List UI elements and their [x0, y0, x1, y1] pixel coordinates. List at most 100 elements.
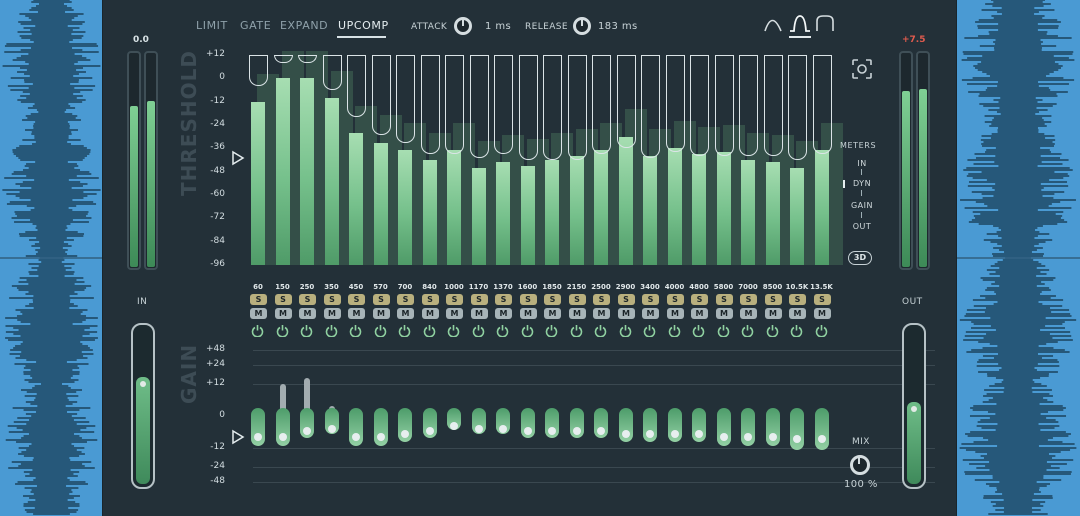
threshold-marker-icon[interactable] — [231, 150, 245, 166]
band-gain-handle[interactable] — [670, 430, 679, 438]
band-gain-handle[interactable] — [352, 432, 360, 441]
band-mute-button[interactable]: M — [372, 308, 390, 319]
band-power-icon[interactable] — [717, 322, 730, 338]
band-threshold-handle[interactable] — [469, 55, 489, 159]
band-mute-button[interactable]: M — [544, 308, 561, 319]
band-threshold-handle[interactable] — [616, 55, 636, 149]
tab-upcomp[interactable]: UPCOMP — [338, 19, 389, 32]
band-solo-button[interactable]: S — [813, 294, 831, 305]
band-threshold-handle[interactable] — [812, 55, 832, 155]
band-threshold-handle[interactable] — [322, 55, 342, 90]
band-solo-button[interactable]: S — [348, 294, 365, 305]
band-power-icon[interactable] — [398, 322, 411, 338]
band-solo-button[interactable]: S — [593, 294, 610, 305]
band-gain-fader[interactable] — [790, 408, 804, 450]
band-gain-handle[interactable] — [572, 427, 581, 436]
band-mute-button[interactable]: M — [274, 308, 292, 319]
band-mute-button[interactable]: M — [495, 308, 512, 319]
band-gain-handle[interactable] — [327, 424, 336, 433]
band-mute-button[interactable]: M — [519, 308, 537, 319]
band-solo-button[interactable]: S — [568, 294, 586, 305]
band-gain-handle[interactable] — [719, 432, 728, 441]
band-threshold-handle[interactable] — [641, 55, 660, 159]
band-threshold-handle[interactable] — [665, 55, 685, 153]
band-solo-button[interactable]: S — [519, 294, 537, 305]
band-threshold-handle[interactable] — [371, 55, 391, 135]
band-power-icon[interactable] — [741, 322, 754, 338]
band-gain-handle[interactable] — [278, 432, 287, 441]
band-gain-handle[interactable] — [254, 432, 262, 441]
meters-option-in[interactable]: IN — [857, 159, 867, 168]
band-power-icon[interactable] — [643, 322, 656, 338]
band-gain-handle[interactable] — [303, 427, 311, 436]
band-solo-button[interactable]: S — [470, 294, 488, 305]
band-solo-button[interactable]: S — [372, 294, 390, 305]
band-power-icon[interactable] — [521, 322, 534, 338]
band-power-icon[interactable] — [766, 322, 779, 338]
band-solo-button[interactable]: S — [666, 294, 684, 305]
band-mute-button[interactable]: M — [764, 308, 782, 319]
band-mute-button[interactable]: M — [715, 308, 733, 319]
band-solo-button[interactable]: S — [544, 294, 561, 305]
band-gain-fader[interactable] — [814, 408, 829, 450]
band-gain-handle[interactable] — [523, 427, 532, 436]
in-gain-handle[interactable] — [140, 381, 146, 388]
out-gain-meter[interactable] — [902, 323, 926, 489]
tab-gate[interactable]: GATE — [240, 19, 272, 32]
capture-icon[interactable] — [851, 58, 873, 80]
band-gain-handle[interactable] — [425, 427, 434, 436]
band-threshold-handle[interactable] — [420, 55, 440, 155]
band-solo-button[interactable]: S — [642, 294, 659, 305]
meters-option-gain[interactable]: GAIN — [850, 201, 873, 210]
meters-option-dyn[interactable]: DYN — [852, 179, 872, 188]
band-mute-button[interactable]: M — [740, 308, 757, 319]
band-solo-button[interactable]: S — [250, 294, 267, 305]
band-solo-button[interactable]: S — [421, 294, 439, 305]
band-gain-handle[interactable] — [646, 430, 654, 438]
band-solo-button[interactable]: S — [715, 294, 733, 305]
band-mute-button[interactable]: M — [299, 308, 316, 319]
shape-flat-icon[interactable] — [815, 14, 835, 34]
band-power-icon[interactable] — [594, 322, 607, 338]
gain-marker-icon[interactable] — [231, 429, 245, 445]
band-solo-button[interactable]: S — [691, 294, 708, 305]
band-power-icon[interactable] — [496, 322, 509, 338]
band-threshold-handle[interactable] — [567, 55, 587, 160]
band-solo-button[interactable]: S — [446, 294, 463, 305]
band-threshold-handle[interactable] — [788, 55, 807, 160]
band-power-icon[interactable] — [349, 322, 362, 338]
band-solo-button[interactable]: S — [299, 294, 316, 305]
band-solo-button[interactable]: S — [495, 294, 512, 305]
band-threshold-handle[interactable] — [714, 55, 734, 157]
band-power-icon[interactable] — [815, 322, 828, 338]
band-threshold-handle[interactable] — [249, 55, 268, 87]
in-gain-meter[interactable] — [131, 323, 155, 489]
band-gain-handle[interactable] — [450, 422, 458, 430]
band-mute-button[interactable]: M — [813, 308, 831, 319]
band-threshold-handle[interactable] — [494, 55, 513, 155]
band-solo-button[interactable]: S — [397, 294, 414, 305]
band-threshold-handle[interactable] — [592, 55, 611, 155]
band-gain-handle[interactable] — [621, 430, 630, 438]
band-gain-handle[interactable] — [376, 432, 385, 441]
band-mute-button[interactable]: M — [666, 308, 684, 319]
band-power-icon[interactable] — [374, 322, 387, 338]
band-threshold-handle[interactable] — [445, 55, 464, 155]
band-power-icon[interactable] — [692, 322, 705, 338]
band-solo-button[interactable]: S — [740, 294, 757, 305]
band-mute-button[interactable]: M — [691, 308, 708, 319]
band-mute-button[interactable]: M — [470, 308, 488, 319]
tab-limit[interactable]: LIMIT — [196, 19, 228, 32]
band-power-icon[interactable] — [325, 322, 338, 338]
band-gain-handle[interactable] — [744, 432, 752, 441]
band-gain-handle[interactable] — [695, 430, 703, 438]
band-mute-button[interactable]: M — [593, 308, 610, 319]
band-mute-button[interactable]: M — [789, 308, 806, 319]
mix-knob[interactable] — [850, 455, 870, 475]
band-gain-handle[interactable] — [817, 435, 826, 444]
shape-sharp-icon[interactable] — [763, 14, 783, 34]
band-mute-button[interactable]: M — [323, 308, 341, 319]
meters-option-out[interactable]: OUT — [852, 222, 872, 231]
band-power-icon[interactable] — [276, 322, 289, 338]
band-power-icon[interactable] — [472, 322, 485, 338]
